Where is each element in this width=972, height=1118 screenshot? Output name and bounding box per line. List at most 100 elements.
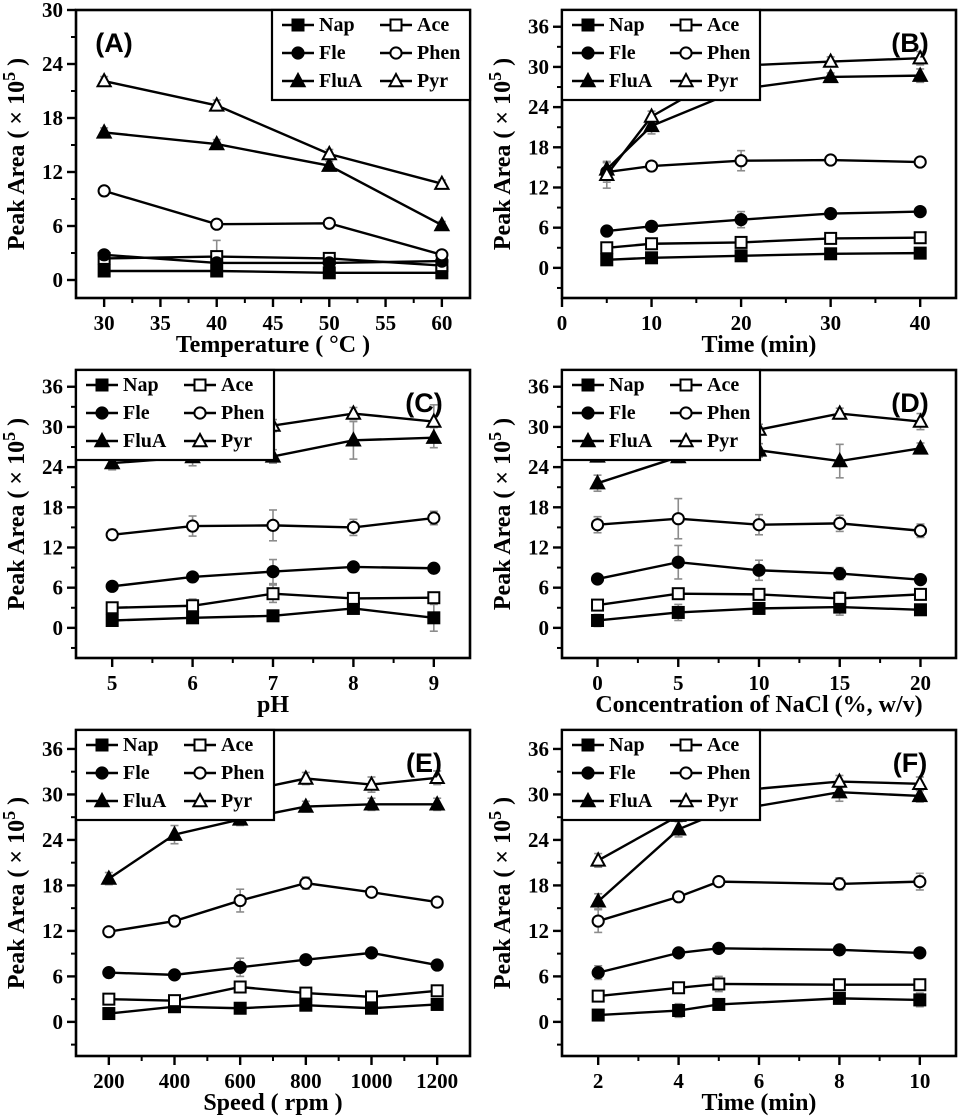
svg-text:2: 2 <box>593 1069 604 1093</box>
svg-text:Peak Area ( × 105 ): Peak Area ( × 105 ) <box>486 58 516 250</box>
svg-text:6: 6 <box>53 964 64 988</box>
svg-text:Nap: Nap <box>609 374 645 396</box>
svg-text:0: 0 <box>53 1010 64 1034</box>
svg-text:12: 12 <box>42 535 63 559</box>
svg-text:45: 45 <box>263 311 284 335</box>
svg-text:Temperature ( °C ): Temperature ( °C ) <box>176 332 370 358</box>
svg-text:35: 35 <box>150 311 171 335</box>
svg-text:1200: 1200 <box>416 1069 458 1093</box>
svg-text:(D): (D) <box>891 388 928 418</box>
svg-text:6: 6 <box>539 964 550 988</box>
svg-text:6: 6 <box>53 214 64 238</box>
svg-text:7: 7 <box>268 671 279 695</box>
svg-text:30: 30 <box>94 311 115 335</box>
svg-text:5: 5 <box>673 671 684 695</box>
svg-text:0: 0 <box>53 268 64 292</box>
svg-text:Pyr: Pyr <box>707 70 738 92</box>
panel-d: 0 5 10 15 20 0 6 12 18 24 30 36 Nap Fle FluA Ace Phen Pyr… <box>486 360 972 720</box>
svg-text:Fle: Fle <box>123 402 150 424</box>
svg-text:18: 18 <box>528 135 549 159</box>
svg-text:Ace: Ace <box>707 734 739 756</box>
svg-text:Ace: Ace <box>707 14 739 36</box>
svg-text:6: 6 <box>539 576 550 600</box>
svg-text:10: 10 <box>749 671 770 695</box>
svg-text:Peak Area ( × 105 ): Peak Area ( × 105 ) <box>486 797 516 989</box>
svg-text:40: 40 <box>910 311 931 335</box>
svg-text:(B): (B) <box>891 28 928 58</box>
svg-text:15: 15 <box>829 671 850 695</box>
svg-text:50: 50 <box>319 311 340 335</box>
svg-text:24: 24 <box>528 455 550 479</box>
svg-text:Phen: Phen <box>707 762 750 784</box>
svg-text:36: 36 <box>528 737 549 761</box>
svg-text:36: 36 <box>42 375 63 399</box>
svg-text:Pyr: Pyr <box>221 430 252 452</box>
svg-text:(C): (C) <box>405 388 442 418</box>
svg-text:Ace: Ace <box>417 14 449 36</box>
svg-text:Nap: Nap <box>319 14 355 36</box>
panel-c-chart: 5 6 7 8 9 0 6 12 18 24 30 36 Nap Fle FluA Ace Phen Pyr (C)… <box>0 368 472 718</box>
svg-text:Fle: Fle <box>609 762 636 784</box>
svg-text:Fle: Fle <box>609 42 636 64</box>
svg-text:12: 12 <box>42 919 63 943</box>
svg-text:12: 12 <box>528 919 549 943</box>
svg-text:Time (min): Time (min) <box>702 1090 817 1116</box>
svg-text:(E): (E) <box>406 748 442 778</box>
svg-text:Phen: Phen <box>221 402 264 424</box>
svg-text:6: 6 <box>53 576 64 600</box>
svg-text:24: 24 <box>42 52 64 76</box>
svg-text:0: 0 <box>592 671 603 695</box>
svg-text:FluA: FluA <box>123 790 167 812</box>
svg-text:18: 18 <box>528 873 549 897</box>
svg-text:Nap: Nap <box>123 374 159 396</box>
svg-text:Nap: Nap <box>609 14 645 36</box>
panel-f: 2 4 6 8 10 0 6 12 18 24 30 36 Nap Fle FluA Ace Phen Pyr (F… <box>486 720 972 1118</box>
svg-text:9: 9 <box>429 671 440 695</box>
svg-text:Pyr: Pyr <box>221 790 252 812</box>
svg-text:Fle: Fle <box>319 42 346 64</box>
svg-text:6: 6 <box>754 1069 765 1093</box>
svg-text:400: 400 <box>159 1069 191 1093</box>
svg-text:FluA: FluA <box>609 790 653 812</box>
svg-text:36: 36 <box>528 15 549 39</box>
svg-text:0: 0 <box>539 616 550 640</box>
svg-text:40: 40 <box>206 311 227 335</box>
svg-text:Phen: Phen <box>707 42 750 64</box>
panel-c: 5 6 7 8 9 0 6 12 18 24 30 36 Nap Fle FluA Ace Phen Pyr (C)… <box>0 360 486 720</box>
panel-b-chart: 0 10 20 30 40 0 6 12 18 24 30 36 Nap Fle FluA Ace Phen Py… <box>486 8 958 358</box>
svg-text:30: 30 <box>42 782 63 806</box>
svg-text:24: 24 <box>528 828 550 852</box>
svg-text:600: 600 <box>224 1069 256 1093</box>
svg-text:Ace: Ace <box>221 734 253 756</box>
svg-text:8: 8 <box>834 1069 845 1093</box>
svg-text:FluA: FluA <box>319 70 363 92</box>
svg-text:Phen: Phen <box>417 42 460 64</box>
svg-text:30: 30 <box>528 55 549 79</box>
svg-text:Nap: Nap <box>609 734 645 756</box>
svg-text:Phen: Phen <box>707 402 750 424</box>
svg-text:12: 12 <box>42 160 63 184</box>
svg-text:30: 30 <box>528 782 549 806</box>
svg-text:6: 6 <box>539 216 550 240</box>
svg-text:Peak Area ( × 105 ): Peak Area ( × 105 ) <box>0 797 30 989</box>
panel-b: 0 10 20 30 40 0 6 12 18 24 30 36 Nap Fle FluA Ace Phen Py… <box>486 0 972 360</box>
panel-a-chart: 30 35 40 45 50 55 60 0 6 12 18 24 30 Nap Fle FluA Ace Phe… <box>0 0 472 358</box>
svg-text:12: 12 <box>528 535 549 559</box>
svg-text:55: 55 <box>375 311 396 335</box>
svg-text:Speed ( rpm ): Speed ( rpm ) <box>203 1090 342 1116</box>
svg-text:6: 6 <box>187 671 198 695</box>
svg-text:Pyr: Pyr <box>707 790 738 812</box>
panel-d-chart: 0 5 10 15 20 0 6 12 18 24 30 36 Nap Fle FluA Ace Phen Pyr… <box>486 368 958 718</box>
svg-text:1000: 1000 <box>351 1069 393 1093</box>
svg-text:0: 0 <box>557 311 568 335</box>
svg-text:30: 30 <box>528 415 549 439</box>
svg-text:18: 18 <box>42 495 63 519</box>
svg-text:Concentration of NaCl (%, w/v): Concentration of NaCl (%, w/v) <box>595 692 922 718</box>
svg-text:24: 24 <box>42 828 64 852</box>
svg-text:Pyr: Pyr <box>417 70 448 92</box>
panel-a: 30 35 40 45 50 55 60 0 6 12 18 24 30 Nap Fle FluA Ace Phe… <box>0 0 486 360</box>
svg-text:200: 200 <box>93 1069 125 1093</box>
svg-text:Ace: Ace <box>707 374 739 396</box>
